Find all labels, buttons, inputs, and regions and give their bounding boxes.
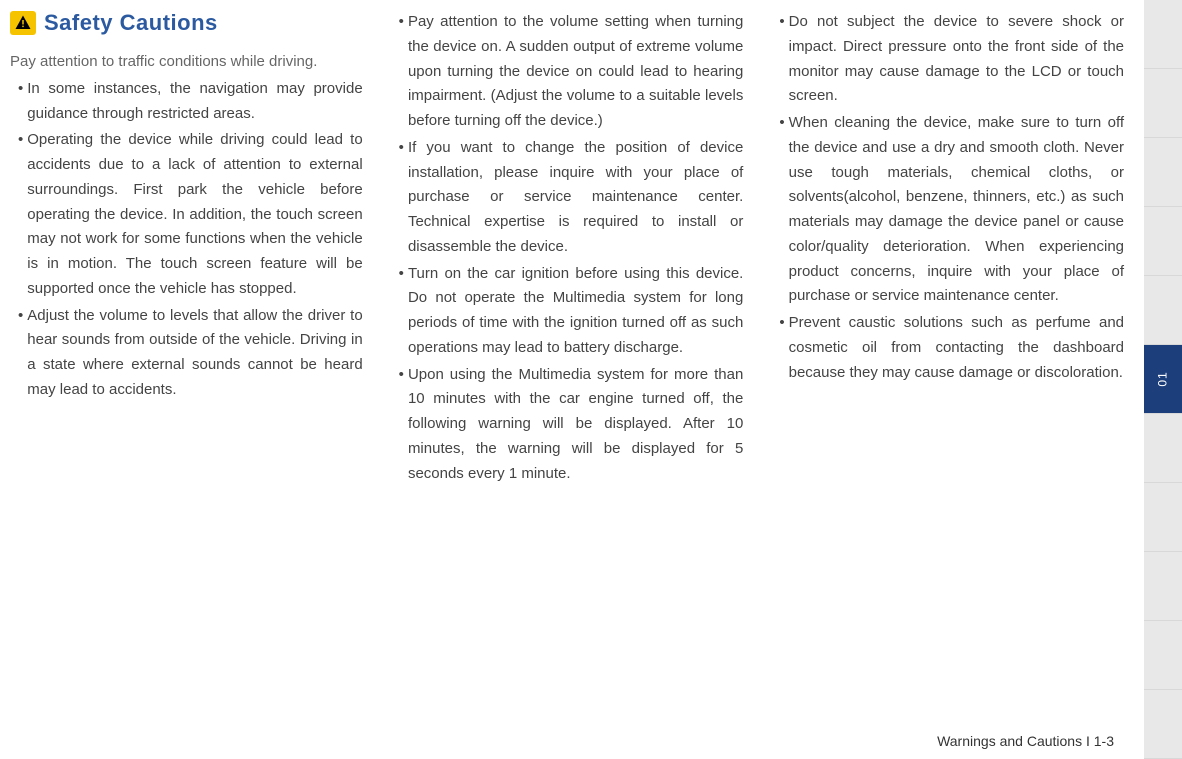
tab[interactable] [1144,483,1182,552]
list-item-text: Operating the device while driving could… [27,128,362,301]
bullet-icon: • [18,128,23,301]
bullet-icon: • [399,262,404,361]
list-item-text: Pay attention to the volume setting when… [408,10,743,134]
tab[interactable] [1144,207,1182,276]
list-item-text: Upon using the Multimedia system for mor… [408,363,743,487]
columns: Safety Cautions Pay attention to traffic… [10,10,1124,721]
tab-active[interactable]: 01 [1144,345,1182,414]
section-title: Safety Cautions [44,10,218,36]
list-item-text: When cleaning the device, make sure to t… [789,111,1124,309]
bullet-icon: • [779,111,784,309]
tab[interactable] [1144,138,1182,207]
list-item: • Upon using the Multimedia system for m… [391,363,744,487]
list-item-text: If you want to change the position of de… [408,136,743,260]
list-item: • Pay attention to the volume setting wh… [391,10,744,134]
tab[interactable] [1144,414,1182,483]
tab[interactable] [1144,552,1182,621]
list-item: • Operating the device while driving cou… [10,128,363,301]
tab-label: 01 [1156,371,1170,386]
tab[interactable] [1144,690,1182,759]
list-item: • Do not subject the device to severe sh… [771,10,1124,109]
list-item: • If you want to change the position of … [391,136,744,260]
intro-text: Pay attention to traffic conditions whil… [10,50,363,75]
tab[interactable] [1144,0,1182,69]
section-header: Safety Cautions [10,10,363,36]
list-item: • In some instances, the navigation may … [10,77,363,127]
caution-icon [10,11,36,35]
list-item-text: In some instances, the navigation may pr… [27,77,362,127]
section-tabs: 01 [1144,0,1182,759]
list-item-text: Do not subject the device to severe shoc… [789,10,1124,109]
page: Safety Cautions Pay attention to traffic… [0,0,1182,759]
tab[interactable] [1144,276,1182,345]
column-3: • Do not subject the device to severe sh… [771,10,1124,721]
list-item: • When cleaning the device, make sure to… [771,111,1124,309]
bullet-icon: • [18,77,23,127]
bullet-icon: • [779,10,784,109]
tab[interactable] [1144,69,1182,138]
bullet-icon: • [399,10,404,134]
list-item-text: Turn on the car ignition before using th… [408,262,743,361]
column-2: • Pay attention to the volume setting wh… [391,10,744,721]
list-item-text: Adjust the volume to levels that allow t… [27,304,362,403]
page-footer: Warnings and Cautions I 1-3 [10,721,1124,749]
column-1: Safety Cautions Pay attention to traffic… [10,10,363,721]
list-item: • Prevent caustic solutions such as perf… [771,311,1124,385]
bullet-icon: • [399,363,404,487]
list-item: • Adjust the volume to levels that allow… [10,304,363,403]
bullet-icon: • [399,136,404,260]
bullet-icon: • [18,304,23,403]
tab[interactable] [1144,621,1182,690]
list-item: • Turn on the car ignition before using … [391,262,744,361]
content-area: Safety Cautions Pay attention to traffic… [0,0,1144,759]
bullet-icon: • [779,311,784,385]
list-item-text: Prevent caustic solutions such as perfum… [789,311,1124,385]
